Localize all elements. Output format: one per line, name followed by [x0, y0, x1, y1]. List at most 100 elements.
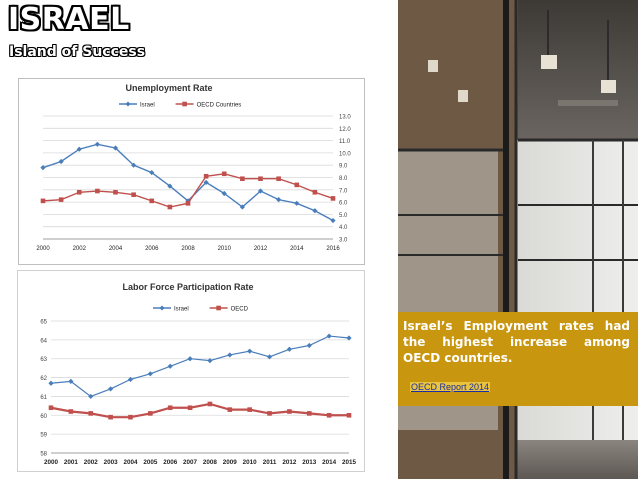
legend-marker — [125, 101, 131, 107]
data-point-marker — [76, 146, 82, 152]
data-point-marker — [287, 409, 292, 414]
data-point-marker — [207, 401, 213, 407]
data-point-marker — [306, 411, 312, 416]
data-point-marker — [221, 171, 227, 177]
data-point-marker — [330, 217, 336, 224]
unemployment-chart: Unemployment Rate 3.0 4.0 5.0 6.0 7.0 8.0 9.0 10… — [18, 78, 365, 265]
legend-label: Israel — [140, 102, 155, 108]
x-tick-label: 2007 — [183, 459, 198, 466]
x-tick-label: 2002 — [73, 246, 87, 252]
x-tick-label: 2014 — [290, 246, 304, 252]
y-tick-label: 65 — [40, 320, 47, 326]
x-tick-label: 2000 — [44, 459, 59, 466]
data-point-marker — [167, 363, 173, 369]
data-point-marker — [346, 412, 352, 418]
data-point-marker — [167, 405, 173, 411]
y-tick-label: 6.0 — [339, 201, 348, 207]
x-tick-label: 2013 — [302, 459, 317, 466]
data-point-marker — [326, 412, 332, 418]
labor-force-chart: Labor Force Participation Rate 58 59 60 61 62… — [17, 270, 365, 472]
data-point-marker — [276, 176, 281, 182]
data-point-marker — [148, 411, 153, 416]
slide-title: ISRAEL — [8, 2, 130, 37]
data-point-marker — [240, 176, 245, 182]
data-point-marker — [312, 189, 318, 195]
y-tick-label: 9.0 — [339, 164, 348, 170]
legend-label: Israel — [174, 306, 189, 312]
y-tick-label: 62 — [40, 376, 47, 382]
x-tick-label: 2012 — [254, 246, 268, 252]
legend-marker — [159, 305, 165, 311]
data-point-marker — [108, 386, 114, 392]
y-tick-label: 4.0 — [339, 225, 348, 231]
data-point-marker — [147, 371, 153, 377]
data-point-marker — [58, 158, 64, 165]
x-tick-label: 2008 — [181, 246, 195, 252]
data-point-marker — [48, 380, 54, 386]
y-tick-label: 64 — [40, 338, 47, 344]
legend-label: OECD Countries — [197, 102, 242, 108]
x-tick-label: 2009 — [223, 459, 238, 466]
data-point-marker — [294, 182, 300, 188]
data-point-marker — [312, 208, 318, 214]
data-point-marker — [95, 188, 100, 194]
x-tick-label: 2004 — [109, 246, 123, 252]
data-point-marker — [187, 356, 193, 362]
x-tick-label: 2011 — [263, 459, 277, 466]
data-point-marker — [221, 190, 227, 197]
data-point-marker — [187, 405, 193, 411]
x-tick-label: 2016 — [326, 246, 340, 252]
data-point-marker — [131, 192, 136, 198]
x-tick-label: 2014 — [322, 459, 337, 466]
data-point-marker — [113, 189, 118, 195]
x-tick-label: 2004 — [123, 459, 138, 466]
legend-label: OECD — [231, 306, 249, 312]
data-point-marker — [76, 189, 82, 195]
data-point-marker — [239, 204, 245, 210]
series-line-oecd — [50, 402, 349, 419]
data-point-marker — [203, 173, 209, 179]
y-tick-label: 13.0 — [339, 115, 351, 121]
y-tick-label: 12.0 — [339, 127, 351, 133]
data-point-marker — [330, 196, 336, 201]
data-point-marker — [247, 407, 252, 412]
data-point-marker — [346, 335, 352, 341]
office-glass-wall-photo — [398, 0, 638, 479]
data-point-marker — [247, 348, 253, 354]
x-tick-label: 2005 — [143, 459, 158, 466]
oecd-report-link[interactable]: OECD Report 2014 — [410, 382, 491, 392]
chart-title: Labor Force Participation Rate — [122, 282, 253, 292]
employment-callout: Israel’s Employment rates had the highes… — [398, 312, 638, 406]
x-tick-label: 2006 — [145, 246, 159, 252]
y-tick-label: 61 — [40, 395, 47, 401]
data-point-marker — [185, 201, 191, 206]
data-point-marker — [306, 342, 312, 349]
y-tick-label: 58 — [40, 452, 47, 458]
chart-title: Unemployment Rate — [125, 83, 212, 93]
y-tick-label: 5.0 — [339, 213, 348, 219]
unemployment-chart-svg: Unemployment Rate 3.0 4.0 5.0 6.0 7.0 8.0 9.0 10… — [36, 83, 351, 252]
data-point-marker — [94, 141, 100, 147]
data-point-marker — [88, 411, 94, 416]
labor-force-chart-svg: Labor Force Participation Rate 58 59 60 61 62… — [40, 282, 356, 466]
data-point-marker — [167, 204, 173, 210]
y-tick-label: 10.0 — [339, 151, 351, 157]
data-point-marker — [286, 346, 292, 352]
data-point-marker — [131, 162, 137, 168]
x-tick-label: 2010 — [218, 246, 232, 252]
data-point-marker — [58, 197, 64, 202]
x-tick-label: 2002 — [84, 459, 99, 466]
y-tick-label: 11.0 — [339, 139, 351, 145]
data-point-marker — [48, 405, 54, 411]
x-tick-label: 2003 — [104, 459, 119, 466]
slide-subtitle: Island of Success — [9, 44, 146, 60]
x-tick-label: 2012 — [282, 459, 297, 466]
data-point-marker — [326, 333, 332, 339]
x-tick-label: 2000 — [36, 246, 50, 252]
data-point-marker — [267, 411, 272, 416]
y-tick-label: 63 — [40, 357, 47, 363]
x-tick-label: 2006 — [163, 459, 178, 466]
data-point-marker — [108, 414, 113, 420]
data-point-marker — [149, 198, 155, 204]
data-point-marker — [258, 176, 263, 182]
